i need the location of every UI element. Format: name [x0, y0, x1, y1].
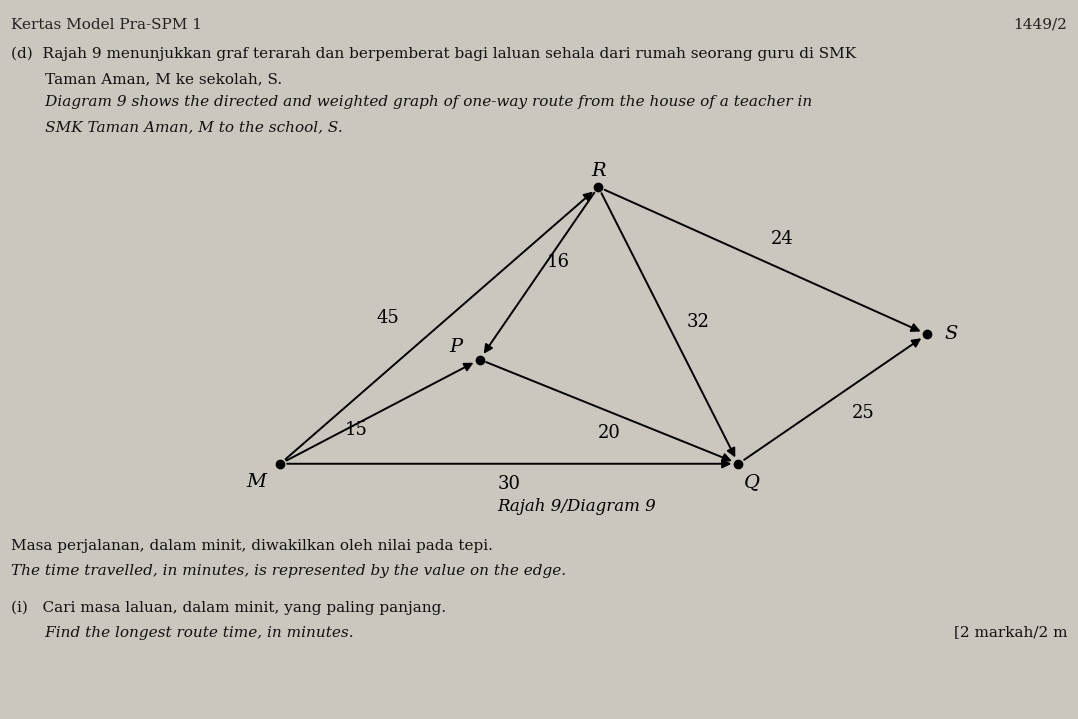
Text: [2 markah/2 m: [2 markah/2 m: [954, 626, 1067, 639]
Text: 32: 32: [687, 313, 710, 331]
Text: 45: 45: [376, 309, 399, 327]
Text: 24: 24: [771, 230, 793, 248]
Text: S: S: [944, 325, 957, 344]
Text: 20: 20: [597, 424, 621, 442]
Text: 1449/2: 1449/2: [1013, 18, 1067, 32]
Text: Diagram 9 shows the directed and weighted graph of one-way route from the house : Diagram 9 shows the directed and weighte…: [11, 95, 812, 109]
Text: 30: 30: [498, 475, 521, 493]
Text: R: R: [591, 162, 606, 180]
Text: M: M: [247, 472, 266, 491]
Text: (d)  Rajah 9 menunjukkan graf terarah dan berpemberat bagi laluan sehala dari ru: (d) Rajah 9 menunjukkan graf terarah dan…: [11, 47, 856, 61]
Text: (i)   Cari masa laluan, dalam minit, yang paling panjang.: (i) Cari masa laluan, dalam minit, yang …: [11, 600, 446, 615]
Text: Rajah 9/Diagram 9: Rajah 9/Diagram 9: [497, 498, 657, 516]
Text: 16: 16: [547, 253, 570, 272]
Text: Taman Aman, M ke sekolah, S.: Taman Aman, M ke sekolah, S.: [11, 72, 282, 86]
Text: Kertas Model Pra-SPM 1: Kertas Model Pra-SPM 1: [11, 18, 202, 32]
Text: 25: 25: [852, 404, 874, 423]
Text: Q: Q: [744, 472, 759, 491]
Text: 15: 15: [345, 421, 368, 439]
Text: SMK Taman Aman, M to the school, S.: SMK Taman Aman, M to the school, S.: [11, 120, 343, 134]
Text: P: P: [450, 337, 462, 356]
Text: Masa perjalanan, dalam minit, diwakilkan oleh nilai pada tepi.: Masa perjalanan, dalam minit, diwakilkan…: [11, 539, 493, 553]
Text: The time travelled, in minutes, is represented by the value on the edge.: The time travelled, in minutes, is repre…: [11, 564, 566, 578]
Text: Find the longest route time, in minutes.: Find the longest route time, in minutes.: [11, 626, 354, 639]
